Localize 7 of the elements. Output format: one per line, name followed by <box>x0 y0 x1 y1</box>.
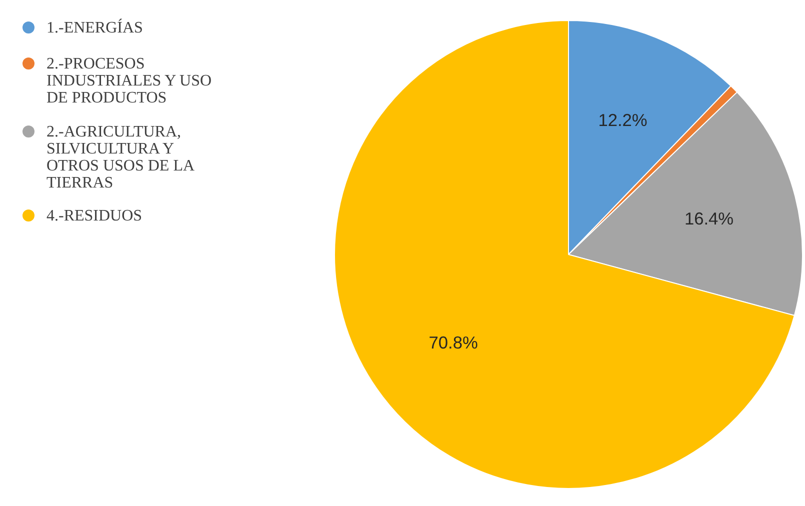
legend-label: 2.-PROCESOS INDUSTRIALES Y USO DE PRODUCTOS <box>46 56 212 106</box>
legend-label: 1.-ENERGÍAS <box>46 18 143 36</box>
legend-label: 2.-AGRICULTURA, SILVICULTURA Y OTROS USOS DE LA TIERRAS <box>46 124 195 192</box>
data-label: 16.4% <box>684 208 734 228</box>
data-label: 12.2% <box>598 110 648 130</box>
data-label: 70.8% <box>428 332 478 353</box>
legend-label: 4.-RESIDUOS <box>46 208 142 224</box>
